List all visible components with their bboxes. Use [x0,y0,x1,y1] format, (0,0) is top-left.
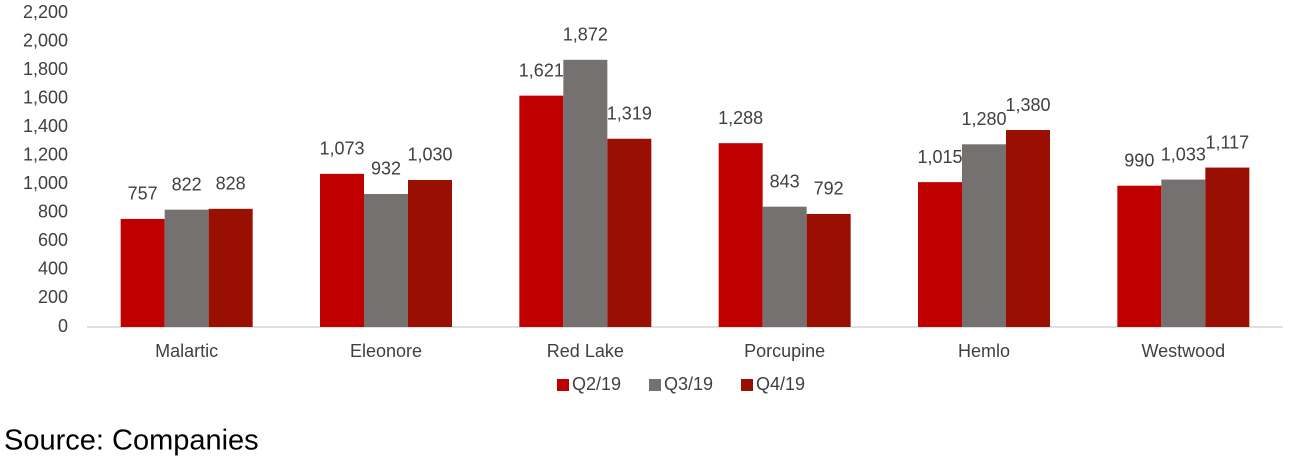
bar [408,179,452,327]
data-label: 828 [216,174,246,194]
data-label: 932 [371,159,401,179]
x-tick-label: Eleonore [350,341,422,361]
y-tick-label: 400 [38,259,68,279]
bar [164,209,209,327]
bar [1205,167,1250,327]
source-note: Source: Companies [4,425,259,457]
data-label: 1,319 [607,103,652,123]
y-tick-label: 200 [38,287,68,307]
data-label: 1,033 [1161,144,1206,164]
bar [762,206,807,327]
data-label: 1,073 [319,139,364,159]
bar [364,193,408,327]
y-tick-label: 1,400 [23,116,68,136]
y-tick-label: 0 [58,316,68,336]
bar [563,59,608,327]
data-label: 822 [172,174,202,194]
legend-label: Q3/19 [664,374,713,394]
data-label: 843 [770,171,800,191]
y-tick-label: 1,600 [23,87,68,107]
data-label: 792 [814,179,844,199]
bar [120,218,165,327]
data-label: 1,288 [718,108,763,128]
data-label: 1,030 [407,145,452,165]
y-tick-label: 1,200 [23,144,68,164]
data-label: 1,117 [1205,132,1249,152]
y-tick-label: 800 [38,202,68,222]
bar [918,182,962,327]
bar [1006,130,1050,327]
bar [1117,185,1162,327]
x-tick-label: Red Lake [547,341,624,361]
y-tick-label: 1,800 [23,59,68,79]
data-label: 1,380 [1005,95,1050,115]
legend-swatch [649,379,661,391]
data-label: 1,280 [961,109,1006,129]
bar [1161,179,1206,327]
bar [320,173,364,327]
y-tick-label: 600 [38,230,68,250]
data-label: 990 [1124,150,1154,170]
bar [519,95,564,327]
y-tick-label: 2,000 [23,30,68,50]
y-tick-label: 1,000 [23,173,68,193]
data-label: 1,015 [917,147,962,167]
legend-swatch [741,379,753,391]
bar [718,143,763,327]
bar [962,144,1006,327]
x-tick-label: Porcupine [744,341,825,361]
bar [806,213,851,327]
data-label: 1,621 [519,60,564,80]
x-tick-label: Westwood [1141,341,1225,361]
legend-label: Q4/19 [756,374,805,394]
legend-swatch [557,379,569,391]
data-label: 1,872 [563,25,608,45]
data-label: 757 [128,184,158,204]
legend-label: Q2/19 [572,374,621,394]
bar [607,138,652,327]
y-tick-label: 2,200 [23,2,68,22]
x-tick-label: Malartic [155,341,218,361]
bar [208,208,253,327]
x-tick-label: Hemlo [958,341,1010,361]
